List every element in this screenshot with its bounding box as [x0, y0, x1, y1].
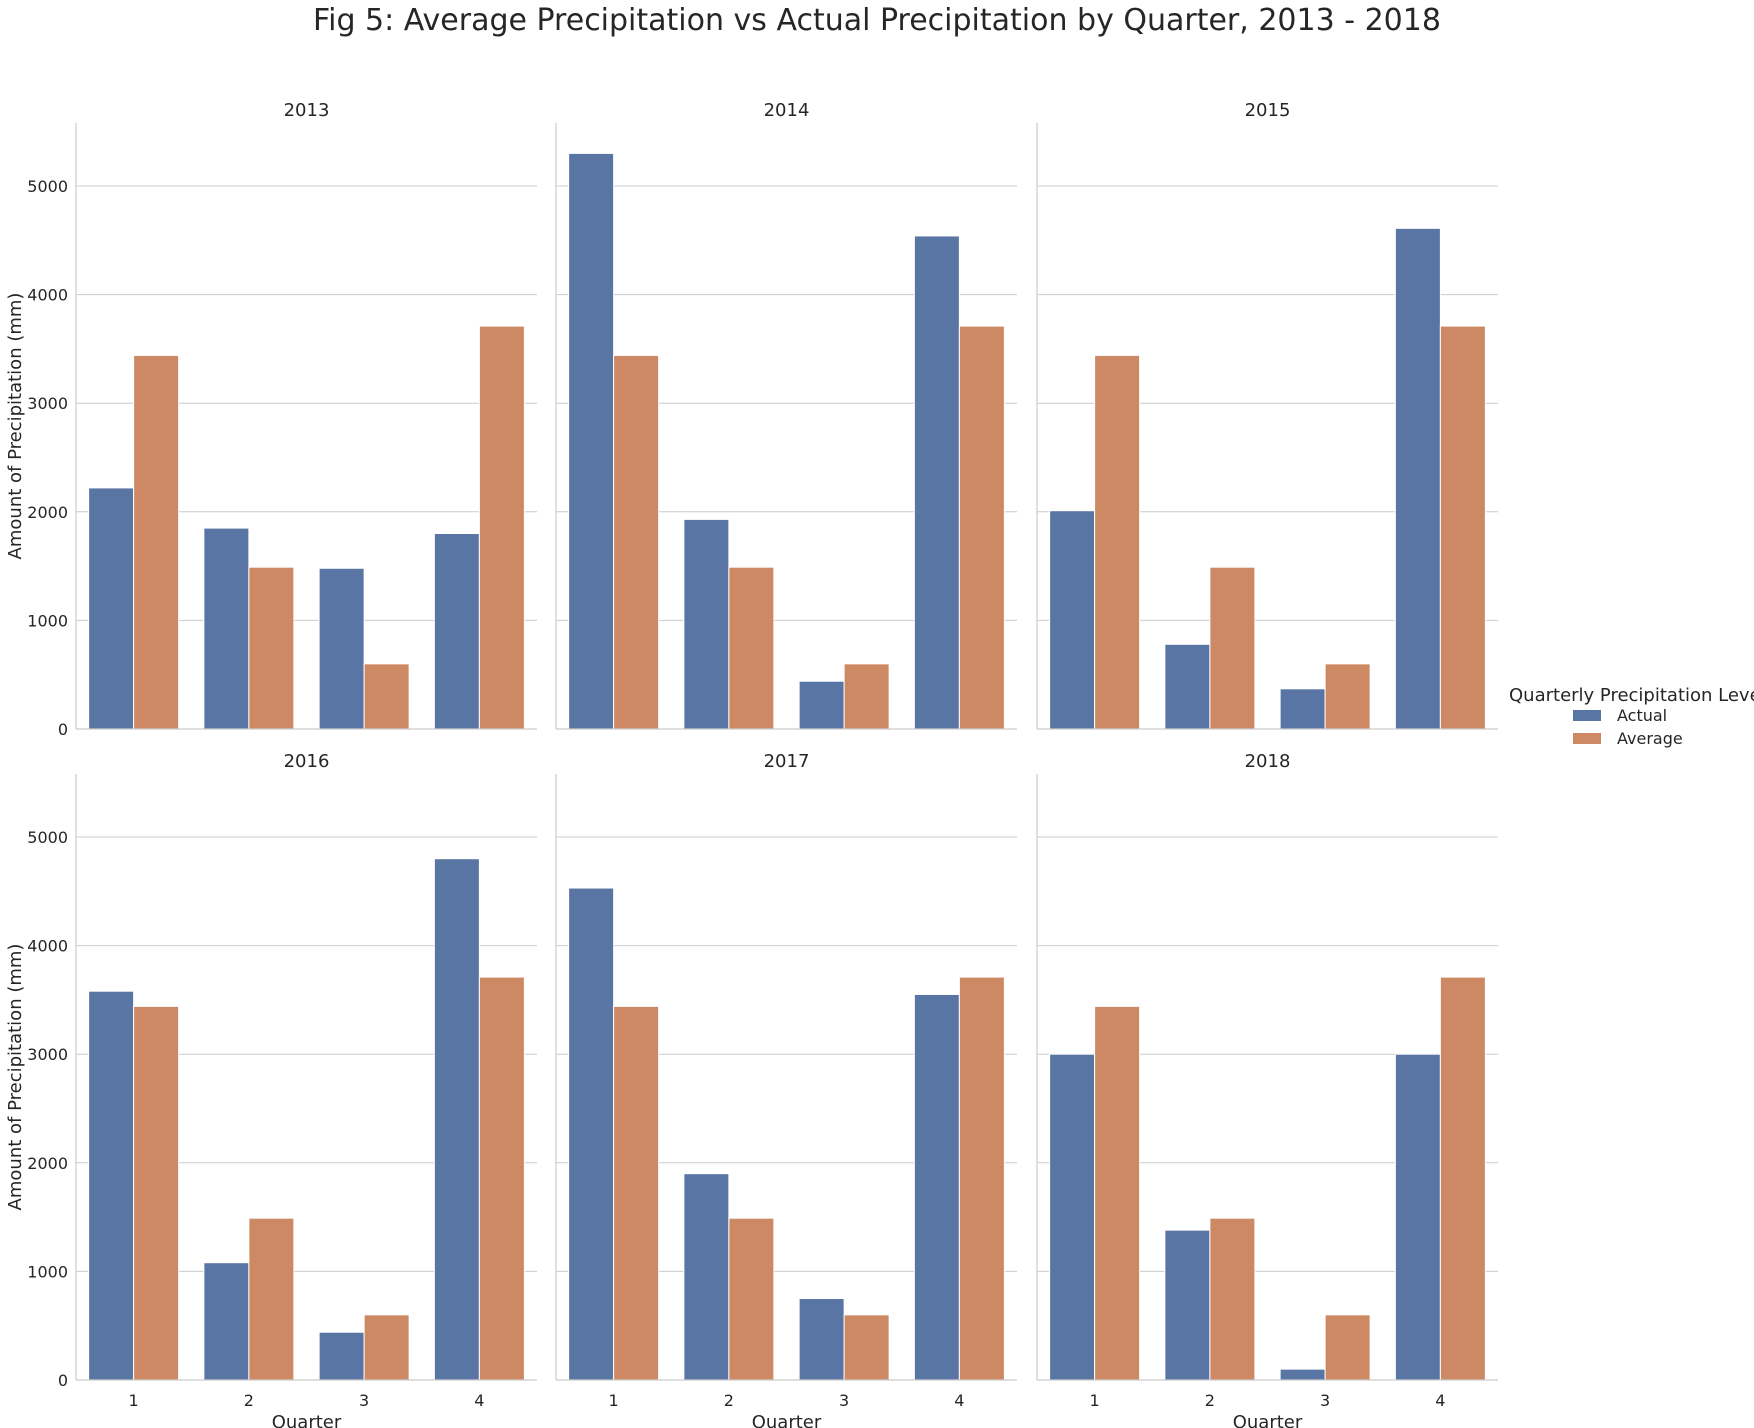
- panel-title: 2015: [1245, 100, 1291, 121]
- x-axis-label: Quarter: [272, 1412, 342, 1428]
- panel-2017: 2017 1 2 3 4 Quarter: [555, 751, 1017, 1428]
- bar-2017-q1-actual: [568, 887, 615, 1381]
- panel-title: 2016: [284, 751, 330, 772]
- x-tick-label: 1: [129, 1391, 139, 1410]
- y-tick-label: 4000: [27, 937, 68, 956]
- bar-2014-q1-average: [613, 354, 660, 730]
- bar-2016-q2-average: [248, 1217, 295, 1381]
- bar-2016-q2-actual: [203, 1262, 250, 1381]
- panel-title: 2017: [764, 751, 810, 772]
- bar-2018-q4-average: [1439, 976, 1486, 1381]
- y-tick-label: 3000: [27, 1045, 68, 1064]
- panel-title: 2018: [1245, 751, 1291, 772]
- bar-2013-q3-actual: [318, 567, 365, 730]
- bar-2017-q4-average: [958, 976, 1005, 1381]
- bar-2013-q4-actual: [433, 533, 480, 730]
- panel-2016: 2016 0 1000 2000 3000 4000 5000 Amount of Preci…: [5, 751, 537, 1428]
- bar-2015-q4-average: [1439, 325, 1486, 730]
- bar-2014-q2-average: [728, 566, 775, 730]
- bar-2018-q1-actual: [1049, 1053, 1096, 1381]
- x-tick-label: 4: [474, 1391, 484, 1410]
- bar-2013-q1-actual: [88, 487, 135, 730]
- y-axis-label: Amount of Precipitation (mm): [5, 293, 26, 560]
- panel-2014: 2014: [555, 100, 1017, 730]
- y-tick-label: 1000: [27, 1262, 68, 1281]
- bar-2015-q1-actual: [1049, 510, 1096, 730]
- bar-2017-q1-average: [613, 1005, 660, 1381]
- y-tick-label: 0: [58, 720, 68, 739]
- panel-2018: 2018 1 2 3 4 Quarter: [1036, 751, 1498, 1428]
- x-tick-label: 1: [1090, 1391, 1100, 1410]
- bar-2017-q3-actual: [798, 1298, 845, 1381]
- bar-2014-q3-actual: [798, 680, 845, 730]
- legend-label-average: Average: [1617, 729, 1683, 748]
- panel-title: 2014: [764, 100, 810, 121]
- y-tick-label: 4000: [27, 286, 68, 305]
- bar-2013-q1-average: [133, 354, 180, 730]
- bar-2017-q2-average: [728, 1217, 775, 1381]
- bar-2016-q4-average: [478, 976, 525, 1381]
- legend-swatch-average: [1573, 733, 1601, 744]
- bar-2015-q3-average: [1324, 663, 1371, 730]
- figure-title: Fig 5: Average Precipitation vs Actual P…: [313, 3, 1441, 38]
- x-tick-label: 2: [244, 1391, 254, 1410]
- panel-2015: 2015: [1036, 100, 1498, 730]
- legend-title: Quarterly Precipitation Levels: [1509, 685, 1754, 706]
- y-tick-label: 1000: [27, 611, 68, 630]
- bar-2015-q2-actual: [1164, 643, 1211, 730]
- bar-2013-q2-average: [248, 566, 295, 730]
- bar-2017-q2-actual: [683, 1173, 730, 1381]
- bar-2015-q1-average: [1094, 354, 1141, 730]
- y-tick-label: 3000: [27, 394, 68, 413]
- bar-2018-q2-actual: [1164, 1229, 1211, 1381]
- y-tick-label: 2000: [27, 1154, 68, 1173]
- panel-title: 2013: [284, 100, 330, 121]
- y-tick-label: 2000: [27, 503, 68, 522]
- x-tick-label: 1: [609, 1391, 619, 1410]
- bar-2018-q1-average: [1094, 1005, 1141, 1381]
- y-tick-label: 5000: [27, 177, 68, 196]
- legend-label-actual: Actual: [1617, 706, 1667, 725]
- bar-2014-q4-average: [958, 325, 1005, 730]
- y-tick-label: 0: [58, 1371, 68, 1390]
- bar-2016-q3-actual: [318, 1331, 365, 1381]
- y-axis-label: Amount of Precipitation (mm): [5, 944, 26, 1211]
- x-tick-label: 4: [954, 1391, 964, 1410]
- x-axis-label: Quarter: [1233, 1412, 1303, 1428]
- bar-2018-q4-actual: [1394, 1053, 1441, 1381]
- bar-2018-q3-actual: [1279, 1368, 1326, 1381]
- x-tick-label: 3: [839, 1391, 849, 1410]
- bar-2013-q2-actual: [203, 527, 250, 730]
- x-tick-label: 4: [1435, 1391, 1445, 1410]
- x-tick-label: 2: [724, 1391, 734, 1410]
- bar-2015-q2-average: [1209, 566, 1256, 730]
- panel-2013: 2013 0 1000 2000 3000 4000 5000 Amount of Preci…: [5, 100, 537, 739]
- bar-2016-q1-average: [133, 1005, 180, 1381]
- bar-2016-q3-average: [363, 1314, 410, 1381]
- bar-2017-q4-actual: [913, 993, 960, 1381]
- y-tick-label: 5000: [27, 828, 68, 847]
- bar-2016-q4-actual: [433, 858, 480, 1381]
- bar-2014-q2-actual: [683, 518, 730, 730]
- bar-2018-q3-average: [1324, 1314, 1371, 1381]
- x-tick-label: 3: [359, 1391, 369, 1410]
- x-axis-label: Quarter: [752, 1412, 822, 1428]
- bar-2015-q4-actual: [1394, 227, 1441, 730]
- bar-2014-q4-actual: [913, 235, 960, 730]
- bar-2013-q4-average: [478, 325, 525, 730]
- x-tick-label: 2: [1205, 1391, 1215, 1410]
- x-tick-label: 3: [1320, 1391, 1330, 1410]
- bar-2015-q3-actual: [1279, 688, 1326, 730]
- bar-2016-q1-actual: [88, 990, 135, 1381]
- bar-2017-q3-average: [843, 1314, 890, 1381]
- bar-2014-q1-actual: [568, 152, 615, 730]
- bar-2014-q3-average: [843, 663, 890, 730]
- legend-swatch-actual: [1573, 710, 1601, 721]
- bar-2013-q3-average: [363, 663, 410, 730]
- bar-2018-q2-average: [1209, 1217, 1256, 1381]
